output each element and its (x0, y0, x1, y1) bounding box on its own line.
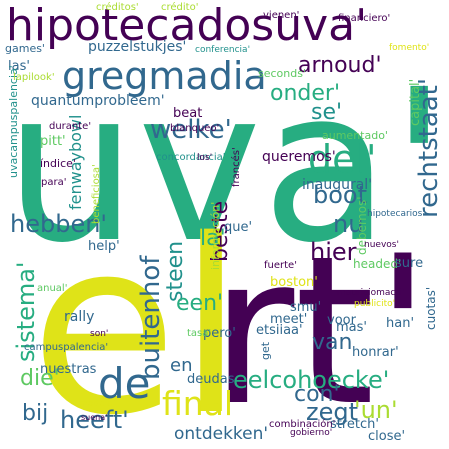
word-puzzelstukjes: puzzelstukjes' (88, 39, 187, 55)
word-een: een' (176, 291, 224, 316)
word-inaugural: inaugural' (302, 177, 373, 193)
word-modelo: modelo' (79, 399, 116, 409)
word-quantumprobleem: quantumprobleem' (31, 93, 165, 109)
word-el: el (30, 188, 245, 449)
word-welke: welke' (150, 115, 232, 145)
word-mas: mas' (336, 320, 367, 335)
word-uva: uva' (4, 44, 448, 289)
word-hebben: hebben' (10, 210, 108, 238)
word-las: las' (8, 59, 30, 74)
word-beneficiosa: beneficiosa' (91, 164, 102, 224)
word-fomento: fomento' (389, 43, 430, 53)
word-eelcohoecke: eelcohoecke' (233, 366, 390, 394)
word-boot: boot (313, 181, 368, 209)
word-cuotas: cuotas' (424, 286, 438, 330)
word-beat: beat (173, 106, 203, 121)
word-campuspalencia: campuspalencia' (24, 342, 109, 353)
word-lapilook: lapilook' (13, 72, 55, 83)
word-durante: durante' (49, 121, 92, 132)
word-los: los' (197, 153, 213, 163)
word-concordancia: concordancia' (156, 152, 226, 163)
word-heeft: heeft' (60, 406, 129, 434)
word-games: games' (5, 42, 45, 55)
word-han: han' (386, 316, 415, 331)
word-frances: francés' (231, 147, 242, 187)
word-para: para' (41, 177, 67, 188)
word-aumentado: aumentado' (322, 129, 388, 142)
word-arnoud: arnoud' (298, 53, 382, 78)
word-sure: sure (395, 256, 424, 271)
word-hipotecarios: hipotecarios' (367, 209, 425, 219)
word-informacion: información' (209, 201, 222, 270)
word-etsiiaa: etsiiaa' (256, 323, 303, 338)
word-credito: crédito' (161, 2, 199, 13)
word-ontdekken: ontdekken' (174, 424, 269, 444)
word-bij: bij (22, 401, 49, 426)
word-vienen: vienen' (263, 10, 300, 21)
word-queremos: queremos' (262, 149, 336, 165)
word-blanqueo: blanqueo' (170, 123, 220, 134)
word-del: del' (308, 137, 377, 181)
word-financiero: financiero' (338, 13, 391, 24)
word-conferencia: conferencia' (195, 45, 251, 55)
word-creditos: créditos' (96, 2, 139, 13)
word-smu: smu' (290, 300, 322, 315)
word-indice: índice' (40, 157, 76, 170)
word-con: con' (294, 382, 340, 407)
word-hipotecadosuva: hipotecadosuva' (6, 0, 368, 51)
word-honrar: honrar' (352, 345, 399, 360)
word-son: son' (90, 329, 109, 339)
word-rt: rt' (210, 213, 432, 449)
word-nuestras: nuestras (40, 362, 97, 377)
word-boston: boston' (270, 275, 318, 290)
word-la: la' (200, 226, 226, 251)
word-pitt: pitt' (40, 134, 66, 149)
word-nuevos: nuevos' (364, 240, 399, 250)
word-onder: onder' (270, 81, 340, 106)
word-suena: suena' (81, 413, 108, 422)
word-deudas: deudas (187, 372, 235, 387)
word-meet: meet' (270, 312, 308, 327)
word-en: en (170, 355, 193, 376)
word-se: se' (311, 100, 343, 125)
word-anual: anual' (37, 283, 68, 294)
word-buitenhof: buitenhof (136, 255, 166, 380)
word-van: van (312, 330, 353, 355)
word-un: 'un' (354, 396, 398, 424)
word-pero: pero' (203, 326, 236, 341)
word-zegt: zegt (306, 398, 359, 426)
word-gregmadia: gregmadia (62, 54, 267, 98)
word-mauriciomacri: mauriciomacri' (337, 288, 405, 298)
word-gobierno: gobierno' (290, 428, 333, 438)
word-voor: voor (327, 313, 356, 328)
word-publicito: publicito' (354, 299, 396, 309)
word-seconds: seconds' (258, 67, 306, 80)
word-stretch: stretch' (330, 417, 379, 432)
word-get: get (259, 341, 272, 360)
word-tasa: tasa' (187, 328, 212, 339)
word-nu: nu (333, 210, 364, 238)
word-final: final (162, 384, 234, 423)
word-combinacion: combinación' (269, 419, 336, 430)
word-headed: headed' (353, 257, 402, 271)
word-rally: rally (64, 309, 95, 325)
word-die: die' (20, 366, 60, 391)
word-que: que' (224, 220, 253, 235)
word-close: close' (368, 429, 406, 444)
word-de: de (98, 359, 151, 408)
word-fuerte: fuerte' (264, 260, 297, 271)
word-hier: hier (310, 238, 357, 266)
word-capital: capital' (408, 78, 423, 126)
word-help: help' (88, 239, 120, 254)
